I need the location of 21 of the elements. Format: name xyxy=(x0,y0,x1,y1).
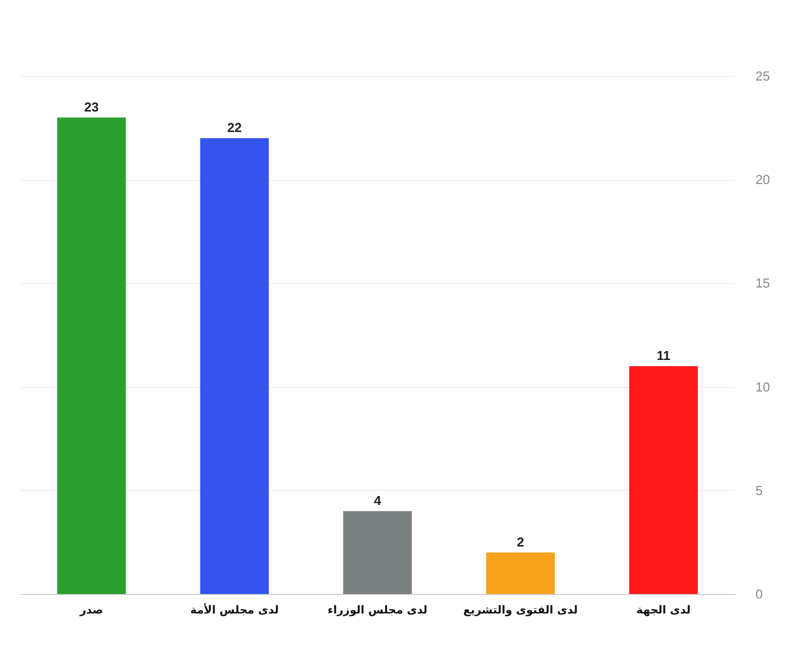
bar xyxy=(486,552,555,594)
y-tick-label: 5 xyxy=(756,482,763,498)
y-tick-label: 10 xyxy=(756,379,770,394)
data-label: 4 xyxy=(374,493,382,508)
y-tick-label: 0 xyxy=(756,586,763,602)
data-label: 22 xyxy=(227,120,242,136)
data-label: 11 xyxy=(656,348,670,364)
data-label: 23 xyxy=(84,99,99,114)
data-label: 2 xyxy=(516,534,524,550)
y-tick-label: 15 xyxy=(756,276,770,291)
y-tick-label: 20 xyxy=(756,172,770,188)
bar xyxy=(629,366,698,594)
x-tick-label: صدر xyxy=(78,604,104,616)
bar xyxy=(57,117,126,594)
x-tick-label: لدى مجلس الوزراء xyxy=(328,604,428,616)
y-tick-label: 25 xyxy=(756,68,770,84)
x-tick-label: لدى مجلس الأمة xyxy=(190,602,279,616)
bar xyxy=(343,511,412,594)
bar xyxy=(200,138,269,594)
x-tick-label: لدى الجهة xyxy=(636,604,691,616)
x-tick-label: لدى الفتوى والتشريع xyxy=(463,604,578,616)
